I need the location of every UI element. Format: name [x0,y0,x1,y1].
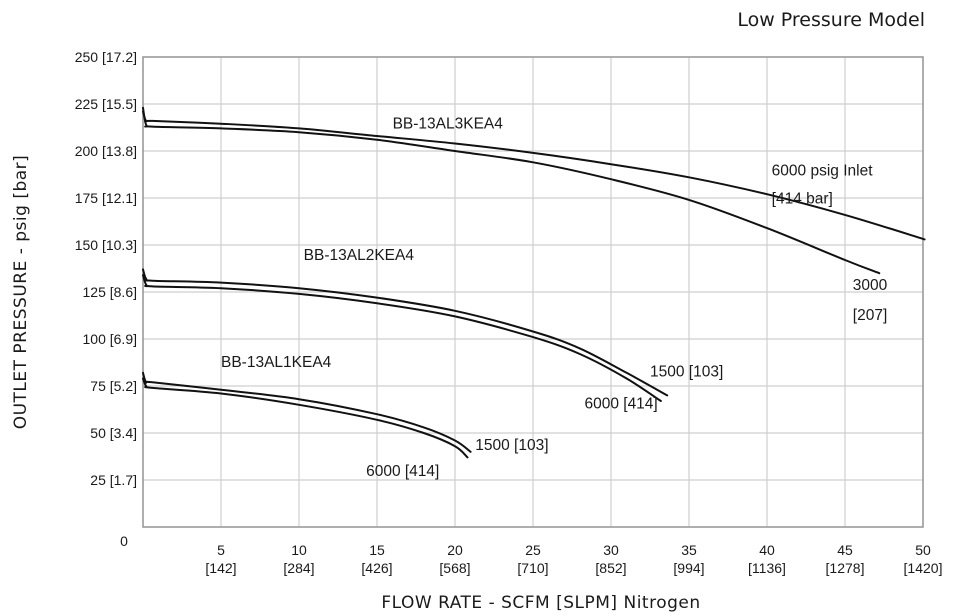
curve-annotation: 1500 [103] [475,437,548,454]
curve-annotation: BB-13AL2KEA4 [304,247,415,264]
x-tick-label: 25 [525,542,541,558]
series-line-2 [143,108,879,273]
x-tick-label: 50 [915,542,931,558]
y-tick-label: 75 [5.2] [90,378,137,394]
x-tick-label: 5 [217,542,225,558]
curve-annotation: 6000 [414] [584,396,657,413]
curve-annotation: [207] [853,307,887,324]
x-tick-sublabel: [142] [205,560,236,576]
y-axis-title: OUTLET PRESSURE - psig [bar] [11,155,31,430]
x-tick-labels: 5 [142] 10 [284] 15 [426] 20 [568] 25 [710] 30 [852… [205,542,942,576]
series-line-5 [143,373,471,452]
curve-annotation: [414 bar] [772,191,833,208]
x-tick-label: 20 [447,542,463,558]
curve-annotation: BB-13AL1KEA4 [221,354,332,371]
y-tick-label: 200 [13.8] [75,143,137,159]
x-tick-label: 45 [837,542,853,558]
x-tick-sublabel: [1278] [826,560,865,576]
grid-lines [143,57,923,527]
x-tick-sublabel: [284] [283,560,314,576]
y-tick-label: 100 [6.9] [83,331,138,347]
x-tick-sublabel: [1136] [748,560,786,576]
x-tick-sublabel: [426] [361,560,392,576]
annotations: BB-13AL3KEA4 6000 psig Inlet [414 bar] 3000… [221,115,888,480]
x-tick-label: 10 [291,542,307,558]
series-line-6 [143,379,468,458]
curve-annotation: BB-13AL3KEA4 [393,115,504,132]
curve-annotation: 1500 [103] [650,364,723,381]
origin-tick-label: 0 [120,533,128,549]
y-tick-label: 25 [1.7] [90,472,137,488]
y-tick-label: 125 [8.6] [83,284,138,300]
curve-annotation: 6000 psig Inlet [772,162,874,179]
x-tick-sublabel: [710] [517,560,548,576]
curve-annotation: 3000 [853,277,888,294]
x-tick-label: 35 [681,542,697,558]
y-tick-label: 50 [3.4] [90,425,137,441]
chart-title: Low Pressure Model [737,9,925,31]
y-tick-label: 225 [15.5] [75,96,137,112]
series-lines [143,108,925,458]
y-tick-labels: 25 [1.7] 50 [3.4] 75 [5.2] 100 [6.9] 125 [8.… [75,49,137,488]
x-tick-sublabel: [852] [595,560,626,576]
x-tick-sublabel: [994] [673,560,704,576]
x-tick-label: 40 [759,542,775,558]
x-tick-label: 15 [369,542,385,558]
x-axis-title: FLOW RATE - SCFM [SLPM] Nitrogen [381,593,700,613]
y-tick-label: 250 [17.2] [75,49,137,65]
x-tick-sublabel: [568] [439,560,470,576]
y-tick-label: 150 [10.3] [75,237,137,253]
curve-annotation: 6000 [414] [366,463,439,480]
x-tick-label: 30 [603,542,619,558]
y-tick-label: 175 [12.1] [75,190,137,206]
x-tick-sublabel: [1420] [904,560,943,576]
